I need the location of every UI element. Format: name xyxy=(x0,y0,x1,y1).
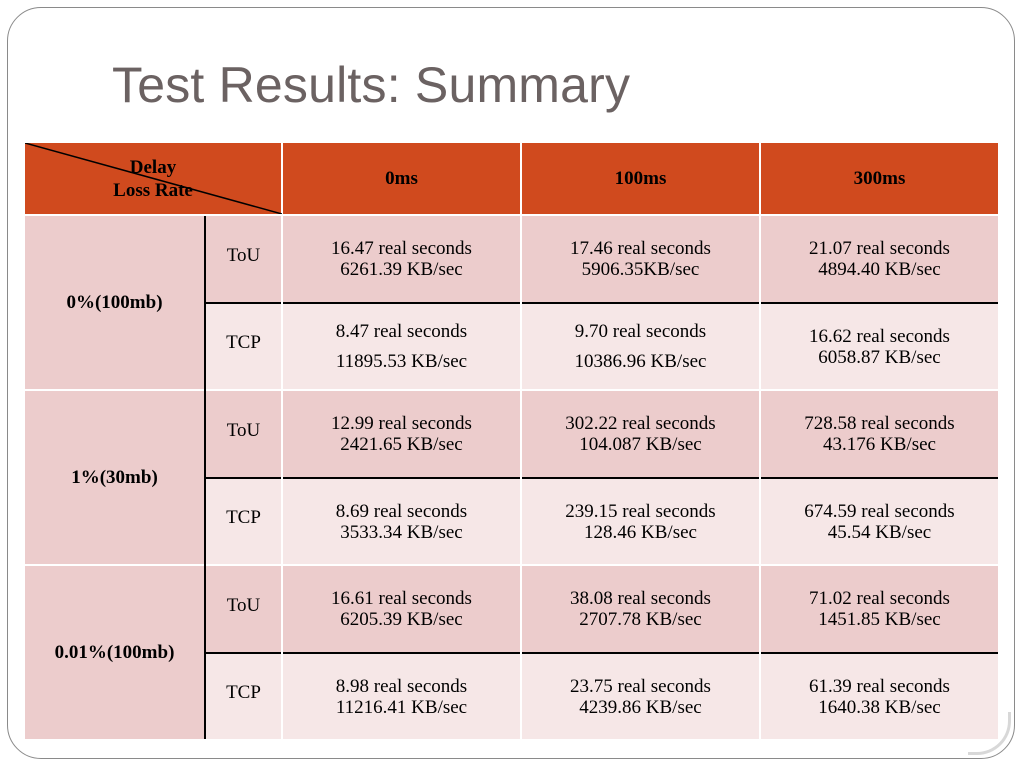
column-header-0ms: 0ms xyxy=(281,143,521,215)
slide-title: Test Results: Summary xyxy=(112,57,631,113)
header-row: Delay Loss Rate 0ms 100ms 300ms xyxy=(25,143,998,215)
table-row: TCP 8.98 real seconds 11216.41 KB/sec 23.… xyxy=(25,652,998,739)
protocol-label: TCP xyxy=(204,302,282,390)
result-cell: 728.58 real seconds 43.176 KB/sec xyxy=(759,389,998,478)
table-row: 1%(30mb) ToU 12.99 real seconds 2421.65 K… xyxy=(25,389,998,565)
protocol-label: ToU xyxy=(204,564,282,653)
result-cell: 16.61 real seconds 6205.39 KB/sec xyxy=(281,564,521,653)
result-cell: 8.47 real seconds 11895.53 KB/sec xyxy=(281,302,521,390)
protocol-label: TCP xyxy=(204,477,282,565)
corner-label-loss-rate: Loss Rate xyxy=(113,179,193,201)
protocol-label: ToU xyxy=(204,214,282,303)
result-cell: 23.75 real seconds 4239.86 KB/sec xyxy=(520,652,760,739)
results-table: Delay Loss Rate 0ms 100ms 300ms 0%(100mb… xyxy=(25,143,998,739)
result-cell: 8.69 real seconds 3533.34 KB/sec xyxy=(281,477,521,565)
result-cell: 8.98 real seconds 11216.41 KB/sec xyxy=(281,652,521,739)
loss-rate-group-label: 0.01%(100mb) xyxy=(25,564,205,739)
corner-header-cell: Delay Loss Rate xyxy=(25,143,282,215)
loss-rate-group-label: 0%(100mb) xyxy=(25,214,205,390)
result-cell: 71.02 real seconds 1451.85 KB/sec xyxy=(759,564,998,653)
result-cell: 9.70 real seconds 10386.96 KB/sec xyxy=(520,302,760,390)
corner-label-delay: Delay xyxy=(129,156,177,178)
column-header-100ms: 100ms xyxy=(520,143,760,215)
corner-diagonal-line xyxy=(25,143,282,214)
result-cell: 16.62 real seconds 6058.87 KB/sec xyxy=(759,302,998,390)
result-cell: 239.15 real seconds 128.46 KB/sec xyxy=(520,477,760,565)
result-cell: 16.47 real seconds 6261.39 KB/sec xyxy=(281,214,521,303)
protocol-label: ToU xyxy=(204,389,282,478)
result-cell: 302.22 real seconds 104.087 KB/sec xyxy=(520,389,760,478)
result-cell: 17.46 real seconds 5906.35KB/sec xyxy=(520,214,760,303)
result-cell: 12.99 real seconds 2421.65 KB/sec xyxy=(281,389,521,478)
protocol-label: TCP xyxy=(204,652,282,739)
table-row: TCP 8.69 real seconds 3533.34 KB/sec 239.… xyxy=(25,477,998,565)
result-cell: 61.39 real seconds 1640.38 KB/sec xyxy=(759,652,998,739)
loss-rate-group-label: 1%(30mb) xyxy=(25,389,205,565)
result-cell: 674.59 real seconds 45.54 KB/sec xyxy=(759,477,998,565)
table-row: 0%(100mb) ToU 16.47 real seconds 6261.39 … xyxy=(25,214,998,390)
table-row: 0.01%(100mb) ToU 16.61 real seconds 6205.… xyxy=(25,564,998,739)
result-cell: 38.08 real seconds 2707.78 KB/sec xyxy=(520,564,760,653)
result-cell: 21.07 real seconds 4894.40 KB/sec xyxy=(759,214,998,303)
column-header-300ms: 300ms xyxy=(759,143,998,215)
table-row: TCP 8.47 real seconds 11895.53 KB/sec 9.7… xyxy=(25,302,998,390)
